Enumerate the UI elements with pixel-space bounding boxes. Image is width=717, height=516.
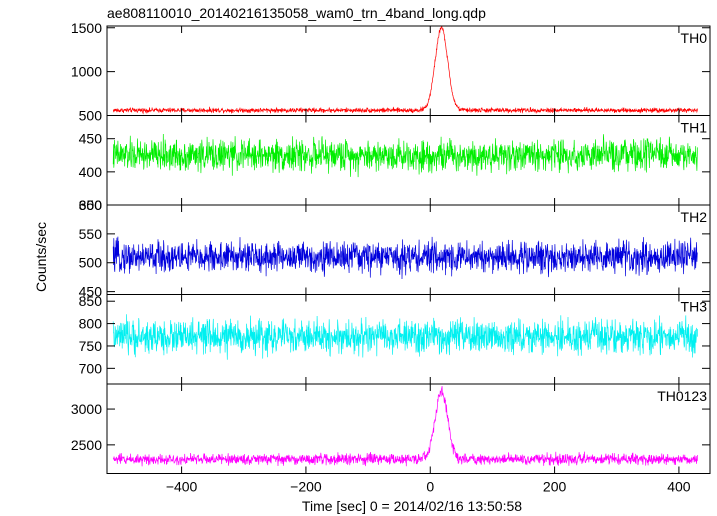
panel-label-th0: TH0 xyxy=(681,30,708,46)
panel-label-th1: TH1 xyxy=(681,120,708,136)
y-tick-label: 2500 xyxy=(71,437,102,453)
y-tick-label: 450 xyxy=(79,131,103,147)
panel-label-th0123: TH0123 xyxy=(657,388,707,404)
series-line-th3 xyxy=(112,314,698,360)
panels: 500 1000 1500 TH0 350 400 450 TH1 450 500 550 600 TH… xyxy=(71,20,711,495)
series-line-th2 xyxy=(112,236,698,280)
y-tick-label: 3000 xyxy=(71,401,102,417)
chart-title: ae808110010_20140216135058_wam0_trn_4ban… xyxy=(107,5,486,21)
y-tick-label: 800 xyxy=(79,316,103,332)
x-axis-label: Time [sec] 0 = 2014/02/16 13:50:58 xyxy=(302,498,522,514)
series-line-th0123 xyxy=(112,386,698,467)
y-tick-label: 600 xyxy=(79,197,103,213)
y-tick-label: 400 xyxy=(79,164,103,180)
x-tick-label: 400 xyxy=(667,479,691,495)
series-line-th0 xyxy=(112,26,698,115)
y-tick-label: 850 xyxy=(79,293,103,309)
y-tick-label: 550 xyxy=(79,226,103,242)
y-tick-label: 500 xyxy=(79,255,103,271)
y-tick-label: 750 xyxy=(79,338,103,354)
series-line-th1 xyxy=(112,133,698,178)
y-axis-label: Counts/sec xyxy=(33,222,49,292)
y-tick-label: 700 xyxy=(79,360,103,376)
panel-label-th2: TH2 xyxy=(681,209,708,225)
panel-frame-th0 xyxy=(106,25,711,116)
x-tick-label: −200 xyxy=(290,479,322,495)
x-tick-label: 200 xyxy=(543,479,567,495)
y-tick-label: 450 xyxy=(79,284,103,300)
x-tick-label: −400 xyxy=(166,479,198,495)
y-tick-label: 1500 xyxy=(71,20,102,36)
y-tick-label: 500 xyxy=(79,108,103,124)
y-tick-label: 1000 xyxy=(71,64,102,80)
panel-label-th3: TH3 xyxy=(681,299,708,315)
panel-frame-th0123 xyxy=(106,383,711,474)
y-tick-label: 350 xyxy=(79,197,103,213)
x-tick-label: 0 xyxy=(426,479,434,495)
